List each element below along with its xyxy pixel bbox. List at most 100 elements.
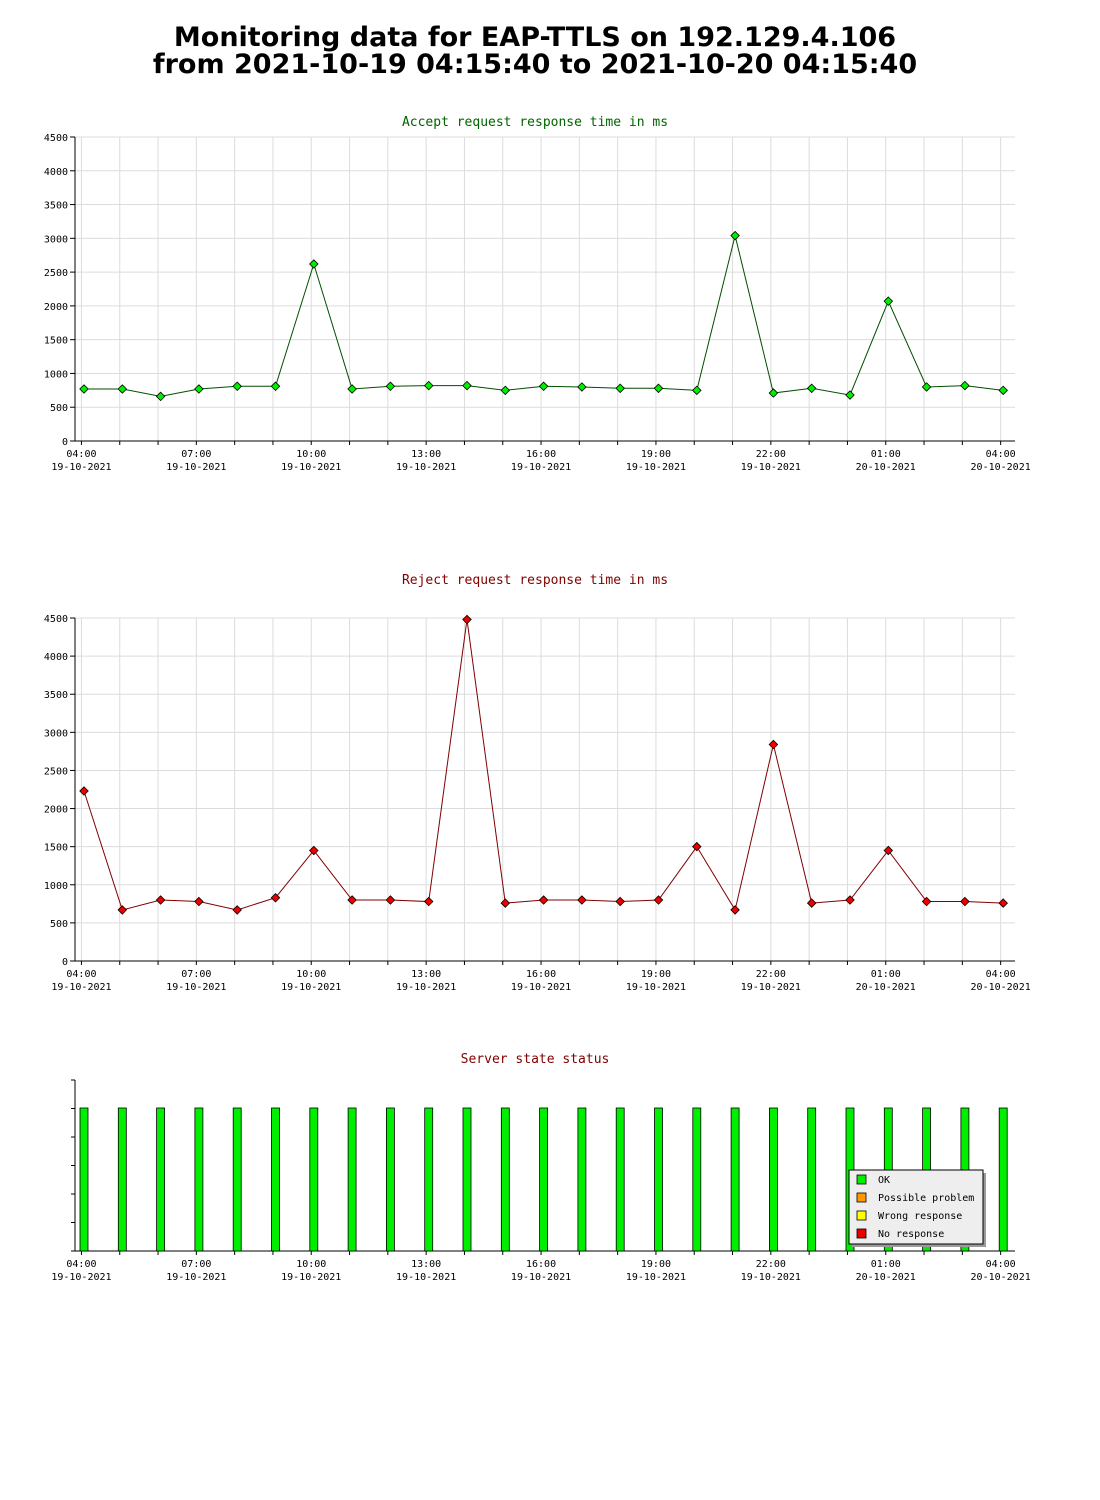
y-tick-label: 3000 <box>44 234 68 245</box>
x-tick-date-label: 19-10-2021 <box>281 462 341 473</box>
data-point <box>577 382 587 392</box>
status-bar <box>615 1107 625 1252</box>
data-point <box>538 381 549 392</box>
legend-swatch <box>856 1210 867 1221</box>
data-point <box>845 390 855 400</box>
y-tick-label: 1000 <box>44 881 68 892</box>
data-point <box>998 898 1008 908</box>
data-point <box>347 895 357 905</box>
data-point <box>117 905 128 915</box>
x-tick-date-label: 20-10-2021 <box>971 982 1031 993</box>
x-tick-date-label: 19-10-2021 <box>51 1272 111 1283</box>
data-point <box>155 895 166 905</box>
y-tick-label: 500 <box>50 919 68 930</box>
data-point <box>232 905 242 915</box>
data-point <box>500 898 511 908</box>
y-tick-label: 4500 <box>44 133 68 144</box>
y-tick-label: 3000 <box>44 728 68 739</box>
data-point <box>538 895 549 905</box>
status-bar <box>385 1107 395 1252</box>
x-tick-time-label: 01:00 <box>871 1259 901 1270</box>
data-point <box>385 381 396 392</box>
x-tick-date-label: 19-10-2021 <box>51 982 111 993</box>
x-tick-time-label: 16:00 <box>526 969 556 980</box>
data-point <box>270 381 281 392</box>
data-point <box>692 841 702 852</box>
data-point <box>730 905 740 915</box>
status-bar <box>117 1107 127 1252</box>
data-point <box>883 296 894 306</box>
x-tick-time-label: 13:00 <box>411 1259 441 1270</box>
data-point <box>309 259 319 269</box>
x-tick-time-label: 07:00 <box>181 449 211 460</box>
y-tick-label: 0 <box>62 957 68 968</box>
y-tick-label: 3500 <box>44 201 68 212</box>
chart-3: Server state status 04:00 19-10-2021 07:00 1… <box>51 1052 1030 1283</box>
data-point <box>232 381 242 392</box>
status-bar <box>730 1107 740 1252</box>
data-point <box>423 380 434 391</box>
x-tick-date-label: 19-10-2021 <box>626 462 686 473</box>
status-bar <box>232 1107 242 1252</box>
x-tick-time-label: 04:00 <box>66 449 96 460</box>
data-point <box>883 845 894 856</box>
y-tick-label: 1500 <box>44 843 68 854</box>
data-point <box>692 385 702 396</box>
status-bar <box>424 1107 434 1252</box>
x-tick-date-label: 19-10-2021 <box>626 1272 686 1283</box>
chart-2: Reject request response time in ms 0 500 10… <box>44 573 1031 993</box>
data-point <box>768 739 779 750</box>
x-tick-time-label: 01:00 <box>871 449 901 460</box>
data-point <box>921 896 932 907</box>
status-bar <box>539 1107 548 1252</box>
data-point <box>577 895 587 905</box>
data-point <box>653 383 664 394</box>
x-tick-time-label: 07:00 <box>181 1259 211 1270</box>
x-tick-time-label: 13:00 <box>411 449 441 460</box>
x-tick-date-label: 19-10-2021 <box>396 982 456 993</box>
x-tick-time-label: 19:00 <box>641 1259 671 1270</box>
x-tick-date-label: 19-10-2021 <box>511 1272 571 1283</box>
y-tick-label: 3500 <box>44 690 68 701</box>
data-point <box>79 786 89 796</box>
x-tick-date-label: 19-10-2021 <box>741 462 801 473</box>
x-tick-time-label: 19:00 <box>641 969 671 980</box>
status-bar <box>807 1107 817 1252</box>
y-tick-label: 2000 <box>44 805 68 816</box>
y-tick-label: 1000 <box>44 369 68 380</box>
chart-title: Server state status <box>461 1052 610 1067</box>
x-tick-date-label: 20-10-2021 <box>856 982 916 993</box>
status-bar <box>194 1107 204 1252</box>
status-bar <box>309 1107 319 1252</box>
x-tick-time-label: 19:00 <box>641 449 671 460</box>
legend-label: No response <box>878 1229 944 1240</box>
series-line <box>84 235 1004 397</box>
data-point <box>423 896 434 907</box>
status-bar <box>654 1107 663 1252</box>
x-tick-time-label: 04:00 <box>66 1259 96 1270</box>
x-tick-time-label: 01:00 <box>871 969 901 980</box>
data-point <box>615 896 625 907</box>
y-tick-label: 0 <box>62 437 68 448</box>
legend-swatch <box>856 1174 867 1185</box>
legend-label: OK <box>878 1175 890 1186</box>
x-tick-time-label: 10:00 <box>296 969 326 980</box>
status-bar <box>692 1107 702 1252</box>
data-point <box>921 382 932 392</box>
data-point <box>117 384 128 394</box>
data-point <box>155 391 166 402</box>
status-bar <box>769 1107 778 1252</box>
data-point <box>385 895 396 905</box>
y-tick-label: 4000 <box>44 652 68 663</box>
status-bar <box>79 1107 89 1252</box>
legend-box <box>848 1169 984 1245</box>
x-tick-date-label: 19-10-2021 <box>51 462 111 473</box>
x-tick-date-label: 19-10-2021 <box>741 1272 801 1283</box>
x-tick-time-label: 22:00 <box>756 969 786 980</box>
x-tick-time-label: 22:00 <box>756 1259 786 1270</box>
x-tick-time-label: 04:00 <box>986 449 1016 460</box>
data-point <box>960 896 970 907</box>
y-tick-label: 2500 <box>44 268 68 279</box>
y-tick-label: 2000 <box>44 302 68 313</box>
